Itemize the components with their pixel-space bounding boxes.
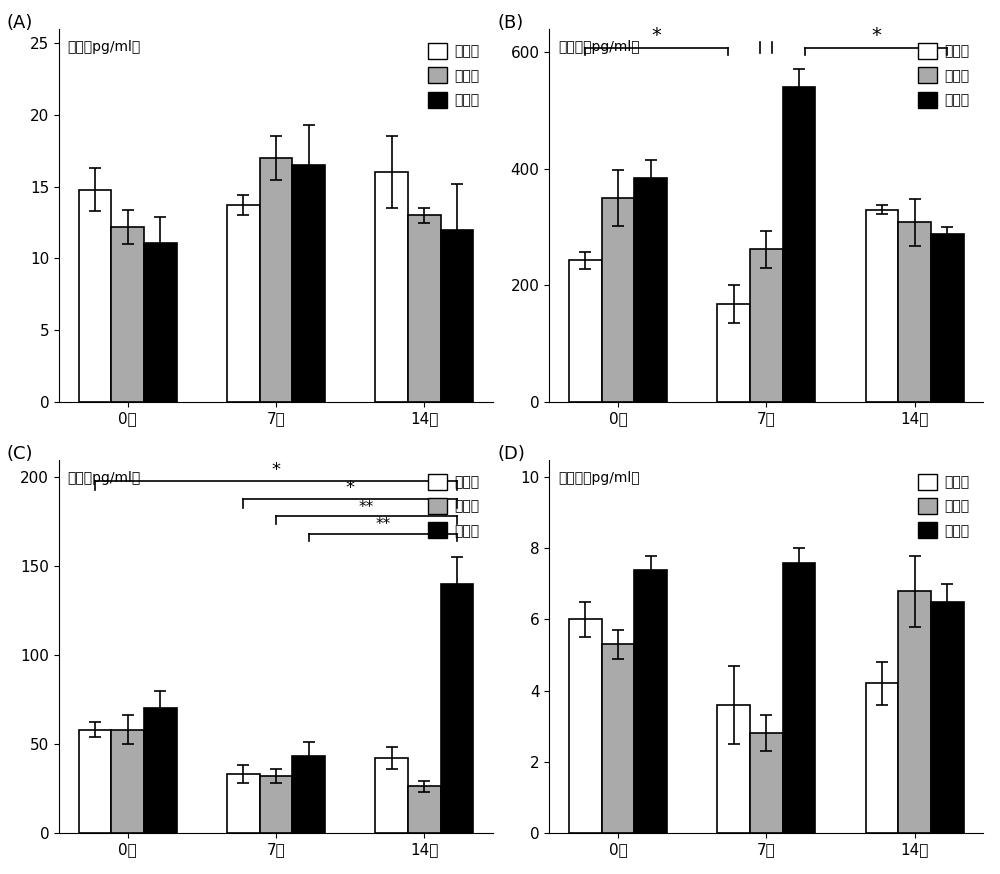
Text: (D): (D) (497, 445, 525, 462)
Bar (79, 190, 111, 402)
Bar (292, 165, 325, 402)
Bar (144, 708, 177, 833)
Text: *: * (652, 25, 661, 45)
Bar (227, 774, 260, 833)
Bar (898, 591, 931, 833)
Legend: 空白组, 对照组, 实验组: 空白组, 对照组, 实验组 (911, 36, 976, 114)
Bar (866, 683, 898, 833)
Text: 睾酶（pg/ml）: 睾酶（pg/ml） (68, 471, 141, 485)
Legend: 空白组, 对照组, 实验组: 空白组, 对照组, 实验组 (421, 36, 486, 114)
Text: **: ** (359, 500, 374, 515)
Bar (292, 756, 325, 833)
Bar (79, 730, 111, 833)
Bar (408, 787, 441, 833)
Bar (260, 776, 292, 833)
Bar (602, 198, 634, 402)
Bar (783, 87, 815, 402)
Legend: 空白组, 对照组, 实验组: 空白组, 对照组, 实验组 (911, 467, 976, 545)
Text: 雌二醇（pg/ml）: 雌二醇（pg/ml） (558, 471, 640, 485)
Bar (569, 260, 602, 402)
Text: *: * (271, 461, 280, 479)
Text: *: * (346, 479, 355, 497)
Bar (111, 227, 144, 402)
Bar (898, 222, 931, 402)
Text: **: ** (375, 517, 390, 532)
Bar (634, 570, 667, 833)
Bar (750, 733, 783, 833)
Bar (866, 210, 898, 402)
Bar (144, 243, 177, 402)
Bar (602, 644, 634, 833)
Bar (260, 158, 292, 402)
Bar (634, 177, 667, 402)
Bar (375, 758, 408, 833)
Bar (441, 584, 473, 833)
Text: *: * (871, 25, 881, 45)
Bar (783, 563, 815, 833)
Text: (B): (B) (497, 14, 523, 32)
Bar (441, 230, 473, 402)
Text: (C): (C) (7, 445, 33, 462)
Legend: 空白组, 对照组, 实验组: 空白组, 对照组, 实验组 (421, 467, 486, 545)
Bar (375, 172, 408, 402)
Text: (A): (A) (7, 14, 33, 32)
Bar (111, 730, 144, 833)
Bar (750, 249, 783, 402)
Bar (227, 205, 260, 402)
Bar (931, 601, 964, 833)
Bar (931, 234, 964, 402)
Bar (569, 620, 602, 833)
Bar (717, 304, 750, 402)
Text: 睾酶（pg/ml）: 睾酶（pg/ml） (68, 40, 141, 54)
Bar (408, 215, 441, 402)
Text: 雌二醇（pg/ml）: 雌二醇（pg/ml） (558, 40, 640, 54)
Bar (717, 704, 750, 833)
